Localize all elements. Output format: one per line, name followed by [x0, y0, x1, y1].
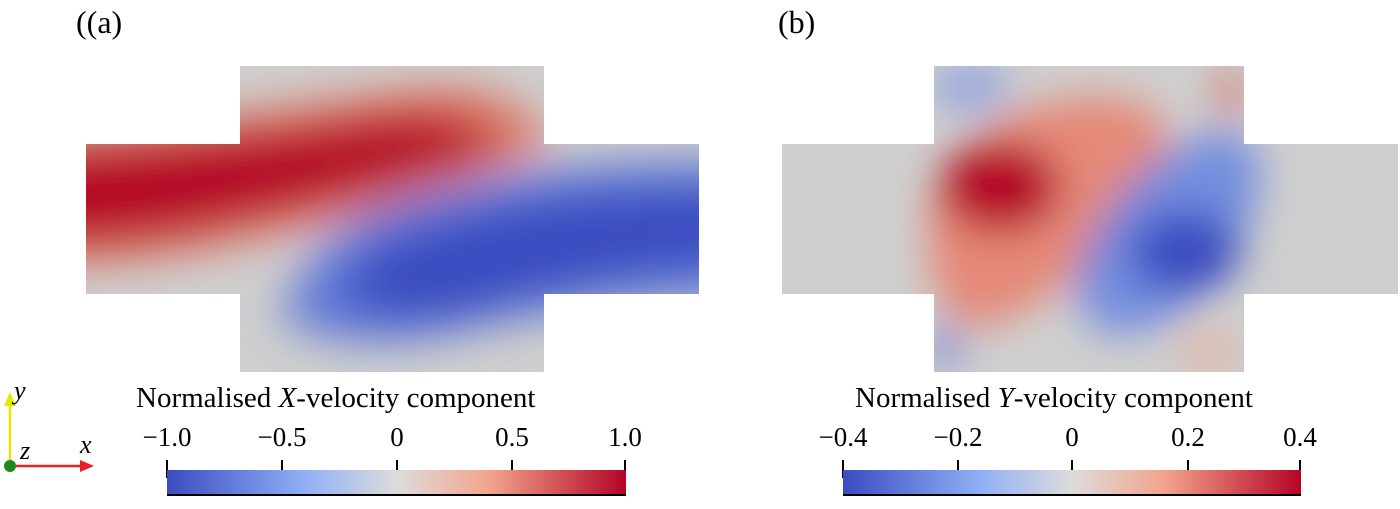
panel-b-text: (b) [778, 4, 816, 40]
y-velocity-field-plot [782, 66, 1398, 372]
colorbar-a-gradient [167, 470, 626, 496]
colorbar-a-tick-label: 0.5 [495, 422, 529, 452]
colorbar-a-tick-label: −1.0 [142, 422, 192, 452]
axis-triad [4, 392, 94, 472]
y-axis-arrowhead [4, 392, 16, 406]
colorbar-b-tick-label: 0.4 [1283, 422, 1317, 452]
x-axis-arrowhead [80, 460, 94, 472]
colorbar-b-tick-mark [957, 460, 959, 478]
colorbar-a-tick-label: 0 [390, 422, 404, 452]
panel-label-b: (b) [778, 4, 815, 41]
colorbar-a-tick-mark [281, 460, 283, 478]
colorbar-a-tick-mark [511, 460, 513, 478]
colorbar-b-tick-label: −0.4 [818, 422, 868, 452]
colorbar-b-tick-mark [1187, 460, 1189, 478]
colorbar-b-tick-label: −0.2 [933, 422, 983, 452]
y-axis-letter: y [14, 376, 26, 405]
colorbar-b-gradient [843, 470, 1301, 496]
colorbar-b-title: Normalised Y-velocity component [855, 382, 1253, 414]
z-axis-letter: z [20, 436, 31, 465]
colorbar-b-tick-label: 0.2 [1171, 422, 1205, 452]
colorbar-b-tick-mark [842, 460, 844, 478]
x-axis-letter: x [80, 430, 92, 459]
colorbar-a-tick-mark [624, 460, 626, 478]
colorbar-a-tick-label: −0.5 [257, 422, 307, 452]
colorbar-a-tick-mark [396, 460, 398, 478]
panel-a-text: (a) [86, 4, 123, 40]
colorbar-a-tick-label: 1.0 [608, 422, 642, 452]
colorbar-a-tick-mark [166, 460, 168, 478]
x-velocity-field-plot [86, 66, 699, 372]
colorbar-b-tick-mark [1299, 460, 1301, 478]
colorbar-a-title: Normalised X-velocity component [136, 382, 536, 414]
panel-label-a: ((a) [76, 4, 123, 40]
colorbar-b-tick-label: 0 [1065, 422, 1079, 452]
origin-dot [4, 460, 16, 472]
colorbar-b-tick-mark [1071, 460, 1073, 478]
